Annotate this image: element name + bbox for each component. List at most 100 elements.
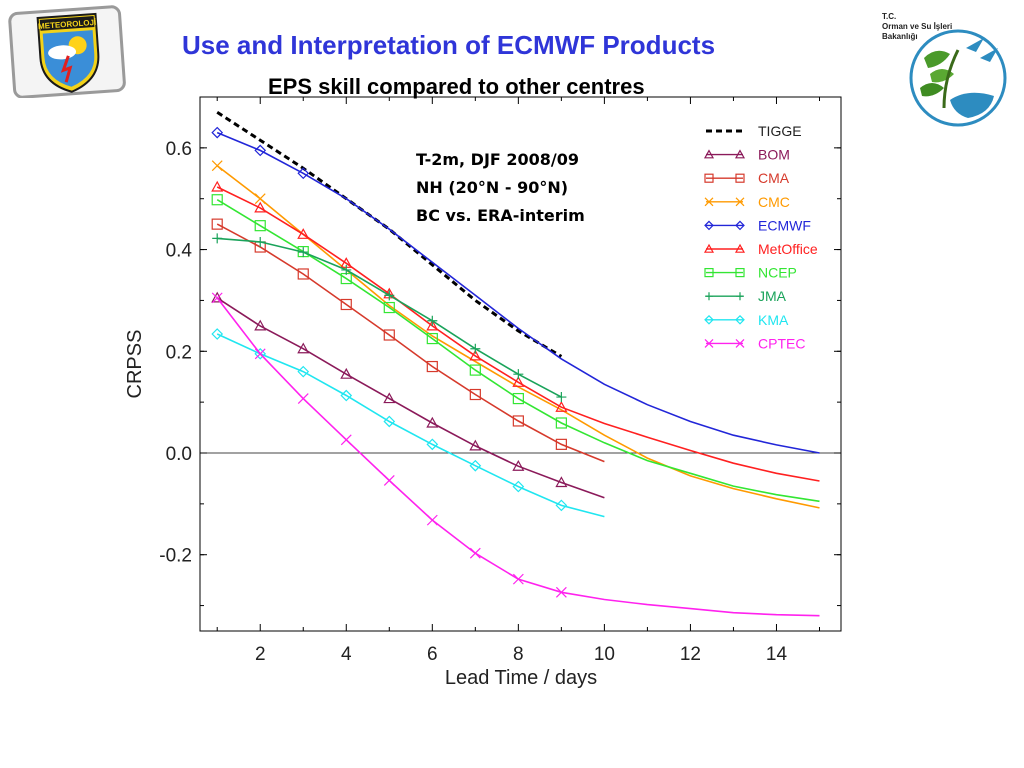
legend-label: MetOffice — [758, 241, 818, 257]
ministry-logo — [909, 29, 1007, 127]
data-point — [469, 459, 482, 472]
data-point — [705, 292, 713, 301]
legend-label: TIGGE — [758, 123, 802, 139]
data-point — [555, 438, 567, 450]
data-point — [735, 268, 745, 278]
series-kma — [211, 328, 605, 518]
data-point — [470, 343, 481, 354]
annotation: T-2m, DJF 2008/09 NH (20°N - 90°N) BC vs… — [416, 150, 585, 225]
ministry-line: Orman ve Su İşleri — [882, 22, 953, 31]
series-line — [216, 186, 820, 482]
data-point — [735, 338, 745, 348]
data-point — [512, 376, 525, 387]
data-point — [555, 586, 567, 598]
series-cma — [211, 218, 605, 463]
data-point — [297, 167, 310, 180]
data-point — [555, 499, 568, 512]
data-point — [555, 476, 568, 488]
data-point — [298, 247, 309, 258]
data-point — [340, 298, 352, 311]
data-point — [704, 220, 714, 231]
data-point — [340, 434, 352, 446]
data-point — [734, 149, 746, 159]
legend-label: CPTEC — [758, 335, 805, 351]
annotation-line: NH (20°N - 90°N) — [416, 178, 568, 197]
x-tick-label: 12 — [680, 644, 701, 665]
data-point — [704, 197, 714, 207]
legend-label: KMA — [758, 312, 789, 328]
data-point — [255, 236, 266, 247]
data-point — [211, 292, 223, 304]
data-point — [297, 342, 310, 354]
data-point — [211, 218, 223, 230]
data-point — [512, 392, 524, 405]
y-tick-label: 0.4 — [166, 241, 193, 262]
y-axis-label: CRPSS — [124, 330, 146, 399]
data-point — [341, 264, 352, 275]
series-metoffice — [211, 180, 820, 482]
series-line — [216, 333, 605, 518]
series-ecmwf — [211, 126, 820, 454]
y-tick-label: -0.2 — [159, 546, 192, 567]
data-point — [383, 475, 395, 486]
data-point — [297, 365, 310, 378]
data-point — [254, 193, 266, 205]
data-point — [426, 514, 438, 526]
data-point — [212, 233, 223, 244]
legend-label: JMA — [758, 288, 787, 304]
data-point — [426, 360, 438, 373]
data-point — [426, 416, 439, 428]
data-point — [555, 400, 568, 412]
data-point — [426, 438, 439, 451]
data-point — [383, 301, 395, 314]
data-point — [512, 573, 524, 585]
data-point — [735, 220, 745, 231]
series-line — [216, 131, 820, 454]
data-point — [735, 173, 745, 183]
y-tick-label: 0.0 — [166, 444, 192, 465]
series-lines — [211, 111, 820, 617]
data-point — [469, 349, 482, 361]
series-line — [217, 237, 562, 398]
series-bom — [211, 291, 605, 499]
y-tick-label: 0.2 — [166, 342, 192, 363]
data-point — [254, 347, 267, 360]
legend-label: NCEP — [758, 265, 797, 281]
data-point — [384, 290, 395, 301]
data-point — [469, 439, 482, 451]
annotation-line: BC vs. ERA-interim — [416, 206, 585, 225]
data-point — [734, 243, 746, 253]
data-point — [211, 160, 223, 172]
data-point — [736, 292, 744, 301]
page-subtitle: EPS skill compared to other centres — [268, 74, 645, 99]
ministry-name: T.C. Orman ve Su İşleri Bakanlığı — [882, 12, 952, 42]
logo-text: METEOROLOJİ — [38, 18, 97, 31]
data-point — [297, 393, 309, 405]
page-title: Use and Interpretation of ECMWF Products — [182, 30, 716, 60]
data-point — [211, 194, 223, 206]
data-point — [211, 180, 224, 192]
data-point — [735, 197, 745, 207]
data-point — [427, 315, 438, 326]
data-point — [426, 332, 438, 345]
data-point — [735, 314, 745, 325]
data-point — [704, 314, 714, 325]
data-point — [340, 389, 353, 402]
x-tick-label: 2 — [255, 644, 266, 665]
axis-ticks: 2 4 6 8 10 12 14 0.6 0.4 0.2 0.0 -0.2 — [159, 96, 841, 665]
series-jma — [212, 233, 567, 403]
series-line — [216, 111, 563, 358]
data-point — [555, 417, 567, 429]
data-point — [211, 126, 224, 139]
series-line — [216, 297, 605, 499]
data-point — [469, 364, 481, 376]
data-point — [383, 329, 395, 341]
series-tigge — [216, 111, 563, 358]
data-point — [426, 319, 439, 331]
data-point — [704, 268, 714, 278]
annotation-line: T-2m, DJF 2008/09 — [416, 150, 579, 169]
data-point — [383, 415, 396, 428]
data-point — [704, 338, 714, 348]
data-point — [340, 367, 353, 379]
